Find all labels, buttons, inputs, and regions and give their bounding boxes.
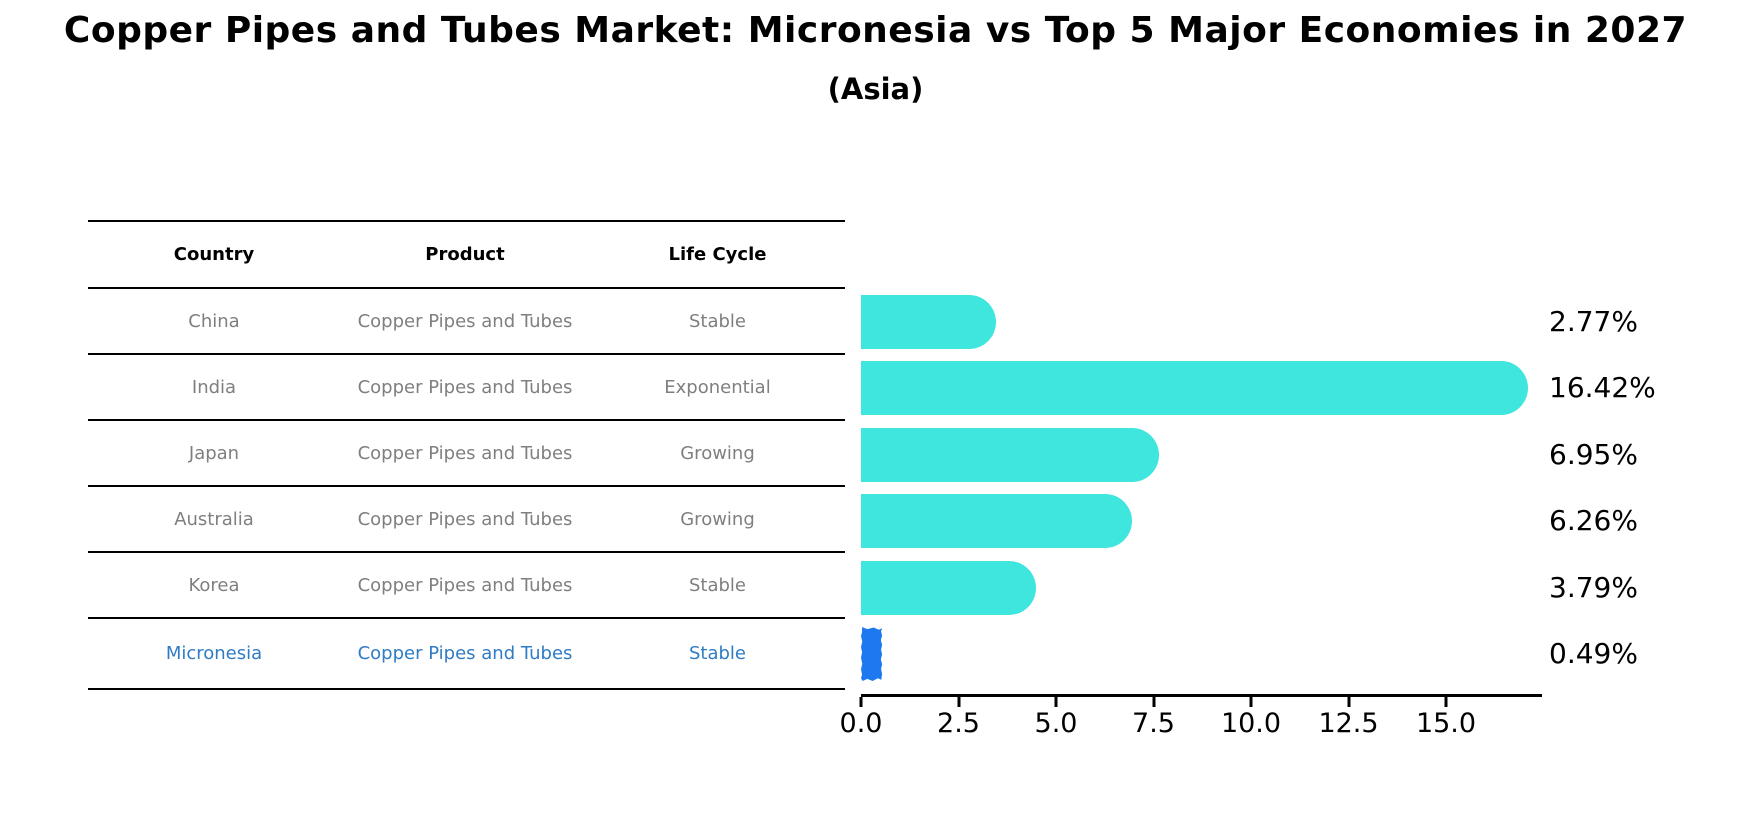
x-tick-label: 10.0 — [1220, 708, 1282, 739]
table-row: Australia Copper Pipes and Tubes Growing — [88, 486, 845, 552]
x-tick-mark — [1152, 697, 1155, 707]
x-tick-label: 7.5 — [1132, 708, 1175, 739]
column-header-country: Country — [173, 244, 255, 265]
bar-micronesia-highlighted — [861, 627, 883, 681]
x-tick-mark — [859, 697, 863, 707]
product-cell: Copper Pipes and Tubes — [357, 442, 573, 464]
column-header-life-cycle: Life Cycle — [668, 244, 767, 265]
life-cycle-cell: Growing — [680, 508, 755, 530]
life-cycle-cell: Exponential — [664, 376, 771, 398]
bar-japan — [861, 427, 1160, 482]
page-subtitle: (Asia) — [827, 72, 924, 106]
bar-value-label: 16.42% — [1549, 371, 1656, 405]
product-cell: Copper Pipes and Tubes — [357, 376, 573, 398]
country-cell: China — [188, 310, 240, 332]
product-cell: Copper Pipes and Tubes — [357, 643, 573, 664]
page-title: Copper Pipes and Tubes Market: Micronesi… — [63, 10, 1688, 51]
country-cell: Micronesia — [165, 643, 263, 664]
table-row: Korea Copper Pipes and Tubes Stable — [88, 552, 845, 618]
table-row-micronesia-highlighted: Micronesia Copper Pipes and Tubes Stable — [88, 618, 845, 689]
table-header-row: Country Product Life Cycle — [88, 221, 845, 288]
bar-value-label: 3.79% — [1549, 570, 1638, 604]
bar-value-label: 0.49% — [1549, 637, 1638, 670]
life-cycle-cell: Stable — [688, 574, 746, 596]
x-tick-label: 0.0 — [839, 708, 883, 739]
x-tick-mark — [957, 697, 960, 707]
life-cycle-cell: Stable — [688, 310, 746, 332]
country-cell: Australia — [174, 508, 254, 530]
x-tick-mark — [1444, 697, 1448, 707]
table-row: India Copper Pipes and Tubes Exponential — [88, 354, 845, 420]
table-row: Japan Copper Pipes and Tubes Growing — [88, 420, 845, 486]
x-tick-label: 12.5 — [1318, 708, 1379, 739]
product-cell: Copper Pipes and Tubes — [357, 310, 573, 332]
bar-australia — [861, 494, 1133, 549]
life-cycle-cell: Growing — [680, 442, 755, 464]
x-tick-label: 5.0 — [1034, 708, 1078, 739]
country-cell: India — [191, 376, 237, 398]
bar-china — [861, 295, 996, 349]
x-tick-mark — [1054, 697, 1058, 707]
country-cell: Korea — [188, 574, 240, 596]
bar-value-label: 6.26% — [1549, 504, 1638, 538]
life-cycle-cell: Stable — [688, 643, 746, 664]
column-header-product: Product — [425, 244, 505, 265]
product-cell: Copper Pipes and Tubes — [357, 574, 573, 596]
x-tick-label: 15.0 — [1415, 708, 1477, 739]
bar-value-label: 6.95% — [1549, 437, 1638, 471]
x-tick-mark — [1249, 697, 1253, 707]
table-row: China Copper Pipes and Tubes Stable — [88, 288, 845, 354]
x-axis-line — [861, 694, 1542, 697]
bar-india — [861, 361, 1529, 416]
product-cell: Copper Pipes and Tubes — [357, 508, 573, 530]
x-tick-label: 2.5 — [937, 708, 980, 739]
country-cell: Japan — [188, 442, 240, 464]
bar-value-label: 2.77% — [1549, 305, 1638, 338]
x-tick-mark — [1347, 697, 1350, 707]
country-product-table: Country Product Life Cycle China Copper … — [88, 220, 845, 690]
bar-korea — [861, 560, 1036, 615]
